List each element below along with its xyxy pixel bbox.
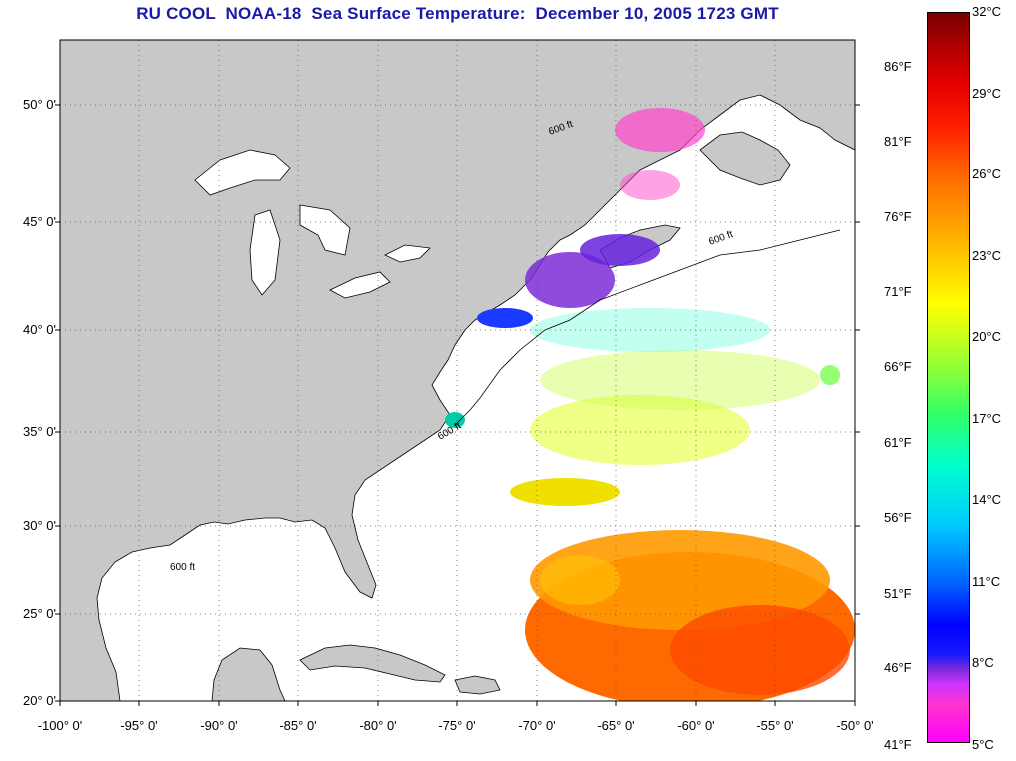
lon-label: -90° 0' bbox=[200, 718, 238, 733]
land-yucatan bbox=[211, 647, 286, 701]
celsius-label: 14°C bbox=[972, 492, 1002, 507]
temperature-colorbar bbox=[927, 12, 970, 743]
lat-label: 25° 0' bbox=[23, 606, 56, 621]
fahrenheit-label: 66°F bbox=[884, 359, 912, 374]
fahrenheit-label: 71°F bbox=[884, 284, 912, 299]
fahrenheit-label: 46°F bbox=[884, 660, 912, 675]
celsius-label: 8°C bbox=[972, 655, 994, 670]
graticule bbox=[60, 40, 855, 701]
lat-label: 35° 0' bbox=[23, 424, 56, 439]
sst-data bbox=[445, 108, 855, 701]
land-hispaniola bbox=[454, 675, 501, 695]
lat-label: 20° 0' bbox=[23, 693, 56, 708]
lon-label: -95° 0' bbox=[120, 718, 158, 733]
celsius-label: 17°C bbox=[972, 411, 1002, 426]
fahrenheit-label: 56°F bbox=[884, 510, 912, 525]
lon-label: -75° 0' bbox=[438, 718, 476, 733]
lat-label: 50° 0' bbox=[23, 97, 56, 112]
celsius-label: 29°C bbox=[972, 86, 1002, 101]
land-north-america bbox=[60, 40, 855, 701]
map-ticks bbox=[55, 104, 860, 706]
celsius-label: 20°C bbox=[972, 329, 1002, 344]
celsius-label: 11°C bbox=[972, 574, 1001, 589]
lon-label: -60° 0' bbox=[677, 718, 715, 733]
fahrenheit-label: 81°F bbox=[884, 134, 912, 149]
fahrenheit-label: 76°F bbox=[884, 209, 912, 224]
fahrenheit-label: 86°F bbox=[884, 59, 912, 74]
lat-label: 40° 0' bbox=[23, 322, 56, 337]
fahrenheit-label: 51°F bbox=[884, 586, 912, 601]
lon-label: -65° 0' bbox=[597, 718, 635, 733]
fahrenheit-label: 61°F bbox=[884, 435, 912, 450]
great-lakes bbox=[194, 149, 431, 299]
land-cuba bbox=[299, 644, 446, 683]
map-title: RU COOL NOAA-18 Sea Surface Temperature:… bbox=[136, 4, 779, 23]
lon-label: -70° 0' bbox=[518, 718, 556, 733]
isobath-label-1: 600 ft bbox=[170, 562, 195, 573]
land-newfoundland bbox=[699, 131, 791, 186]
lon-label: -85° 0' bbox=[279, 718, 317, 733]
lat-label: 30° 0' bbox=[23, 518, 56, 533]
isobath-600ft bbox=[454, 229, 841, 426]
lon-label: -100° 0' bbox=[37, 718, 83, 733]
celsius-label: 26°C bbox=[972, 166, 1002, 181]
celsius-label: 23°C bbox=[972, 248, 1002, 263]
celsius-label: 32°C bbox=[972, 4, 1002, 19]
celsius-label: 5°C bbox=[972, 737, 994, 752]
lat-label: 45° 0' bbox=[23, 214, 56, 229]
lon-label: -55° 0' bbox=[756, 718, 794, 733]
lon-label: -80° 0' bbox=[359, 718, 397, 733]
lon-label: -50° 0' bbox=[836, 718, 874, 733]
fahrenheit-label: 41°F bbox=[884, 737, 912, 752]
